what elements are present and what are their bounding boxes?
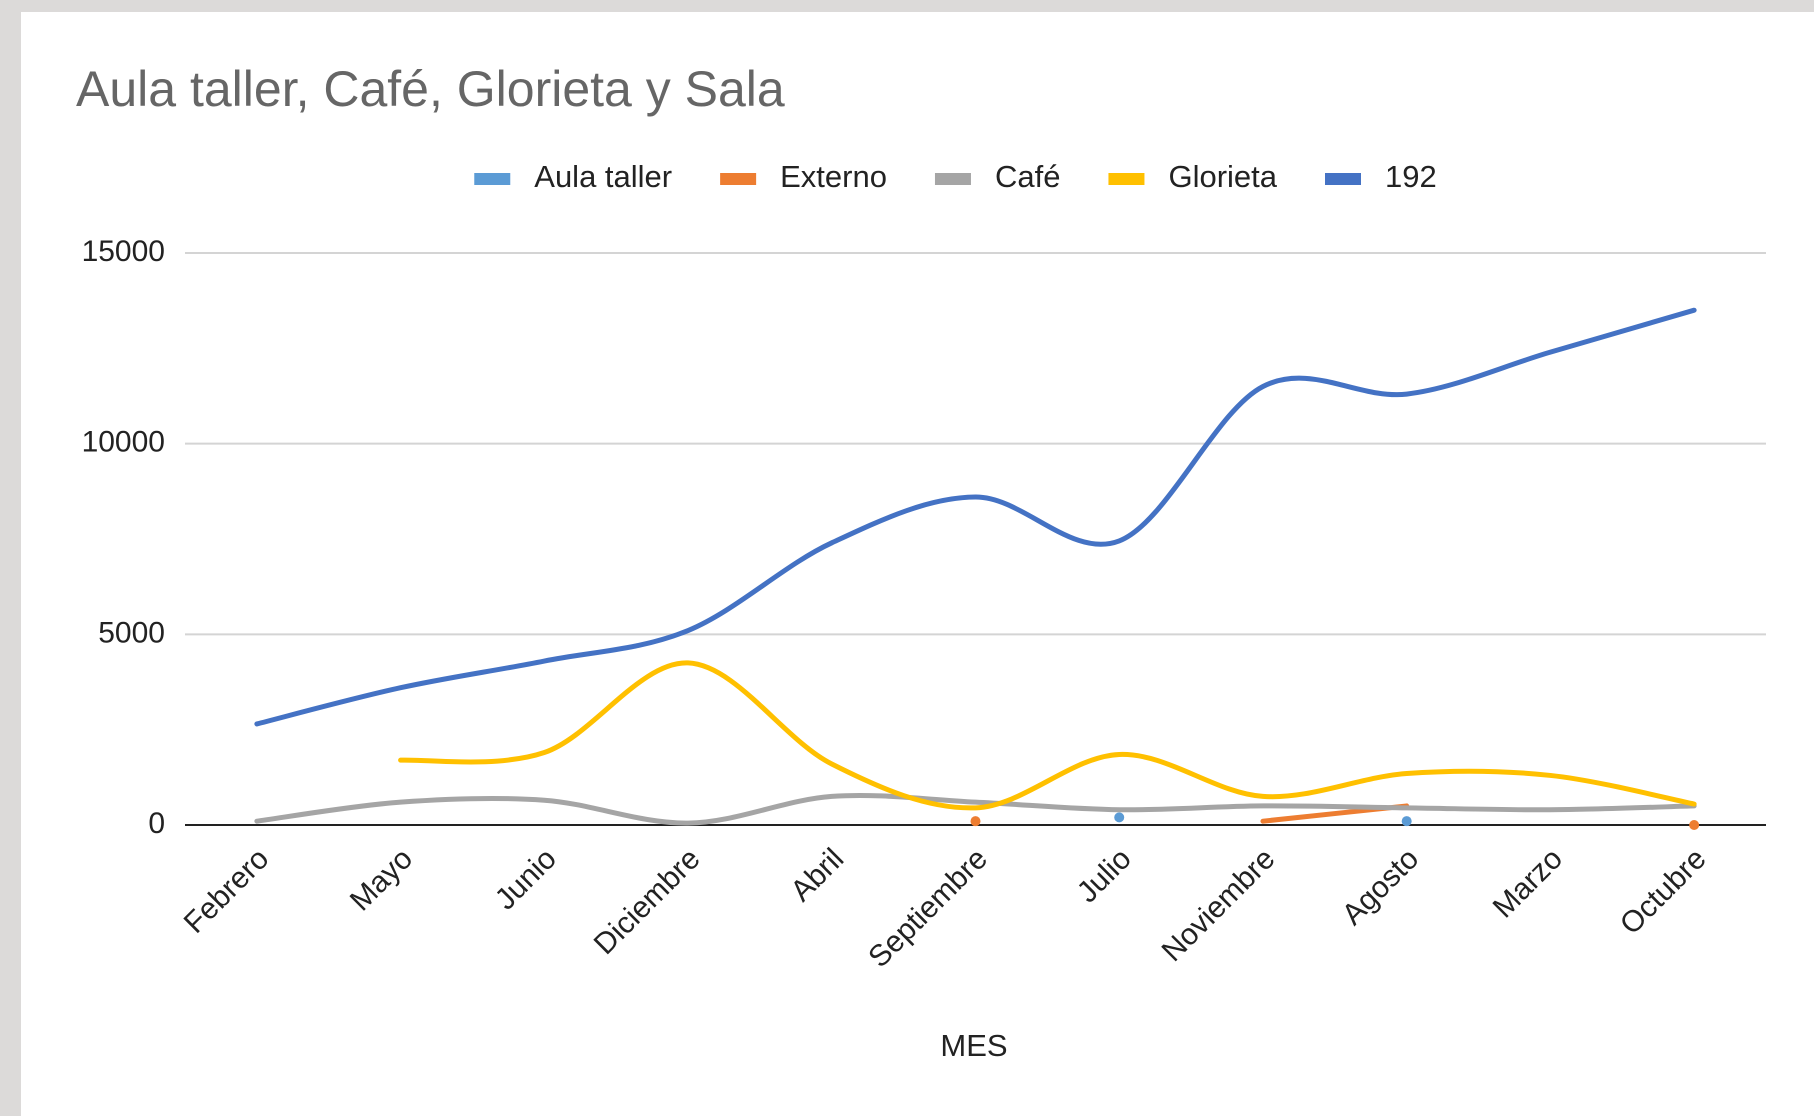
y-tick-label: 5000 [98,616,165,649]
chart-title: Aula taller, Café, Glorieta y Sala [76,61,785,117]
data-point [970,816,981,827]
y-tick-label: 0 [148,807,165,840]
y-tick-label: 15000 [82,235,165,268]
legend-label: 192 [1385,159,1437,194]
legend: Aula taller Externo Café Glorieta 192 [474,159,1437,194]
legend-swatch [474,173,511,185]
data-point [1114,812,1125,823]
legend-label: Café [995,159,1060,194]
legend-label: Aula taller [534,159,672,194]
data-point [1689,820,1700,830]
series-line [254,307,1697,727]
y-tick-label: 10000 [82,426,165,459]
legend-swatch [934,173,971,185]
legend-swatch [1108,173,1145,185]
legend-label: Externo [780,159,887,194]
series-line [254,792,1697,826]
chart-background [21,12,1814,1116]
legend-swatch [1325,173,1361,185]
legend-label: Glorieta [1168,159,1277,194]
legend-swatch [720,173,757,185]
series-line [398,660,1697,811]
data-point [1401,816,1412,827]
x-axis-label: MES [940,1028,1007,1063]
